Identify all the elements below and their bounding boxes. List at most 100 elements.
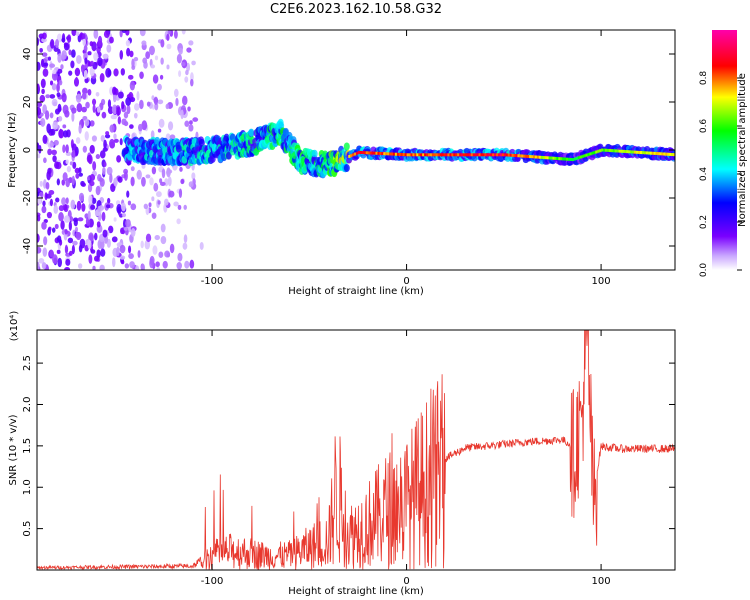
heatmap-cell bbox=[56, 249, 61, 254]
heatmap-ridge-cell bbox=[608, 149, 612, 153]
heatmap-ridge-cell bbox=[616, 149, 619, 153]
heatmap-ridge-cell bbox=[484, 153, 487, 157]
colorbar-tick-label: 0.2 bbox=[699, 215, 709, 229]
heatmap-ridge-cell bbox=[527, 154, 530, 158]
heatmap-cell bbox=[58, 79, 63, 86]
heatmap-cell bbox=[188, 124, 194, 132]
heatmap-cell bbox=[37, 153, 41, 159]
heatmap-cell bbox=[184, 260, 190, 269]
heatmap-cell bbox=[119, 30, 123, 38]
spectrogram-heatmap bbox=[37, 30, 675, 270]
heatmap-cell bbox=[76, 54, 82, 64]
heatmap-ridge-cell bbox=[402, 153, 405, 157]
heatmap-cell bbox=[152, 245, 158, 255]
heatmap-cell bbox=[343, 164, 350, 173]
heatmap-ridge-cell bbox=[453, 153, 456, 157]
heatmap-cell bbox=[160, 235, 167, 245]
heatmap-cell bbox=[248, 128, 255, 137]
snr-y-tick-label: 0.5 bbox=[22, 521, 33, 537]
heatmap-cell bbox=[74, 150, 79, 157]
heatmap-ridge-cell bbox=[566, 157, 569, 161]
heatmap-cell bbox=[146, 101, 151, 107]
heatmap-cell bbox=[165, 103, 170, 110]
heatmap-cell bbox=[42, 200, 46, 207]
heatmap-cell bbox=[62, 124, 67, 129]
heatmap-cell bbox=[167, 30, 172, 35]
heatmap-ridge-cell bbox=[523, 154, 526, 158]
heatmap-ridge-cell bbox=[591, 151, 594, 155]
heatmap-ridge-cell bbox=[371, 151, 374, 155]
heatmap-cell bbox=[55, 38, 60, 49]
heatmap-ridge-cell bbox=[665, 152, 668, 156]
heatmap-cell bbox=[126, 190, 130, 198]
heatmap-cell bbox=[97, 35, 103, 46]
heatmap-cell bbox=[71, 107, 77, 114]
heatmap-cell bbox=[72, 240, 78, 246]
heatmap-cell bbox=[55, 197, 60, 203]
heatmap-cell bbox=[94, 255, 100, 262]
heatmap-cell bbox=[43, 157, 47, 164]
heatmap-cell bbox=[110, 114, 117, 120]
heatmap-cell bbox=[109, 124, 115, 133]
heatmap-cell bbox=[176, 262, 183, 270]
heatmap-cell bbox=[56, 178, 60, 186]
snr-x-label: Height of straight line (km) bbox=[288, 586, 424, 597]
spectrogram-y-tick-label: -20 bbox=[22, 190, 33, 206]
heatmap-cell bbox=[176, 218, 181, 225]
heatmap-cell bbox=[107, 69, 112, 77]
heatmap-ridge-cell bbox=[445, 153, 448, 157]
heatmap-cell bbox=[49, 80, 54, 86]
heatmap-ridge-cell bbox=[606, 148, 610, 152]
heatmap-ridge-cell bbox=[643, 151, 647, 155]
heatmap-cell bbox=[186, 47, 192, 53]
heatmap-cell bbox=[68, 49, 72, 56]
heatmap-cell bbox=[99, 264, 105, 270]
heatmap-cell bbox=[58, 205, 65, 212]
heatmap-cell bbox=[104, 134, 111, 139]
heatmap-cell bbox=[136, 90, 140, 101]
heatmap-cell bbox=[41, 205, 47, 214]
heatmap-ridge-cell bbox=[628, 150, 631, 154]
heatmap-cell bbox=[113, 133, 117, 140]
heatmap-ridge-cell bbox=[426, 153, 429, 157]
heatmap-cell bbox=[126, 47, 131, 57]
heatmap-cell bbox=[101, 211, 106, 222]
heatmap-cell bbox=[51, 83, 57, 91]
heatmap-ridge-cell bbox=[472, 153, 476, 157]
heatmap-ridge-cell bbox=[373, 151, 376, 155]
heatmap-cell bbox=[128, 253, 134, 260]
heatmap-cell bbox=[61, 92, 67, 103]
heatmap-cell bbox=[100, 134, 105, 142]
heatmap-ridge-cell bbox=[404, 153, 407, 157]
heatmap-ridge-cell bbox=[459, 153, 462, 157]
heatmap-cell bbox=[37, 261, 40, 270]
heatmap-ridge-cell bbox=[470, 153, 474, 157]
heatmap-cell bbox=[37, 246, 42, 254]
heatmap-ridge-cell bbox=[540, 155, 544, 159]
heatmap-cell bbox=[88, 254, 93, 264]
heatmap-ridge-cell bbox=[630, 150, 633, 154]
heatmap-cell bbox=[190, 78, 194, 87]
heatmap-cell bbox=[67, 237, 74, 244]
heatmap-cell bbox=[131, 58, 135, 68]
heatmap-cell bbox=[44, 110, 50, 120]
heatmap-ridge-cell bbox=[478, 153, 481, 157]
snr-frame bbox=[36, 329, 676, 571]
heatmap-ridge-cell bbox=[661, 152, 664, 156]
heatmap-ridge-cell bbox=[544, 156, 547, 160]
heatmap-cell bbox=[65, 197, 69, 205]
heatmap-cell bbox=[95, 91, 100, 97]
heatmap-cell bbox=[92, 104, 96, 113]
heatmap-cell bbox=[66, 165, 72, 173]
heatmap-cell bbox=[92, 161, 97, 171]
heatmap-cell bbox=[182, 95, 188, 106]
heatmap-ridge-cell bbox=[579, 155, 582, 159]
heatmap-cell bbox=[89, 144, 95, 154]
heatmap-cell bbox=[189, 259, 195, 269]
heatmap-cell bbox=[119, 244, 126, 254]
heatmap-ridge-cell bbox=[348, 154, 351, 158]
heatmap-cell bbox=[107, 99, 112, 109]
heatmap-cell bbox=[143, 203, 148, 210]
heatmap-cell bbox=[85, 101, 90, 109]
heatmap-ridge-cell bbox=[369, 151, 372, 155]
